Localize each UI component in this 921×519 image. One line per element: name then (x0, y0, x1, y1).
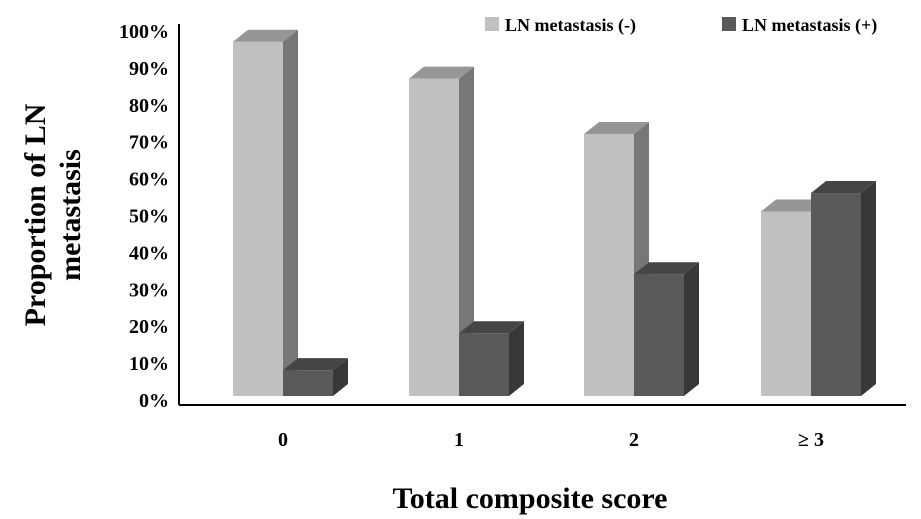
x-tick-label: 2 (629, 429, 639, 451)
y-tick-label: 70% (129, 132, 169, 154)
bar-front-face (761, 211, 811, 396)
bar (584, 122, 649, 396)
bar-top-face (811, 181, 876, 194)
x-tick-label: 1 (454, 429, 464, 451)
bar-top-face (459, 321, 524, 334)
y-tick-label: 60% (129, 169, 169, 191)
bar-front-face (409, 78, 459, 396)
legend-swatch-negative (485, 17, 499, 31)
bar-top-face (634, 262, 699, 275)
axis-layer (178, 24, 906, 406)
bar-side-face (861, 181, 876, 396)
y-axis-title-line-2: metastasis (54, 149, 87, 281)
bar (459, 321, 524, 396)
bar-top-face (283, 358, 348, 371)
bar-top-face (761, 199, 826, 212)
bar-front-face (459, 333, 509, 396)
bar-front-face (634, 274, 684, 396)
bar-top-face (233, 29, 298, 42)
y-tick-label: 40% (129, 242, 169, 264)
legend-label-positive: LN metastasis (+) (742, 15, 877, 36)
legend-label-negative: LN metastasis (-) (505, 15, 636, 36)
y-tick-label: 0% (139, 390, 169, 412)
bar-side-face (509, 321, 524, 396)
bar (283, 358, 348, 396)
y-tick-label: 90% (129, 58, 169, 80)
y-tick-label: 30% (129, 279, 169, 301)
bar-top-face (584, 122, 649, 135)
bar-top-face (409, 66, 474, 79)
bar-side-face (283, 29, 298, 396)
bar (634, 262, 699, 396)
legend: LN metastasis (-) LN metastasis (+) (485, 15, 877, 36)
bar (233, 29, 298, 396)
y-tick-label: 80% (129, 95, 169, 117)
y-axis-title: Proportion of LN metastasis (19, 103, 87, 326)
bar-front-face (584, 134, 634, 396)
y-tick-label: 100% (119, 21, 169, 43)
y-tick-label: 10% (129, 353, 169, 375)
y-tick-label: 50% (129, 206, 169, 228)
x-tick-label: 0 (278, 429, 288, 451)
bar (409, 66, 474, 396)
bar-front-face (811, 193, 861, 396)
bars-layer (233, 29, 876, 396)
bar-side-face (333, 358, 348, 396)
bar (811, 181, 876, 396)
bar-side-face (684, 262, 699, 396)
legend-swatch-positive (722, 17, 736, 31)
x-tick-label: ≥ 3 (798, 429, 824, 451)
bar-front-face (283, 370, 333, 396)
bar-front-face (233, 41, 283, 396)
y-tick-labels: 0% 10% 20% 30% 40% 50% 60% 70% 80% 90% 100% (119, 21, 169, 412)
x-tick-labels: 0 1 2 ≥ 3 (278, 429, 824, 451)
x-axis-title: Total composite score (393, 482, 668, 515)
bar-side-face (459, 66, 474, 396)
y-axis-title-line-1: Proportion of LN (19, 103, 52, 326)
y-tick-label: 20% (129, 316, 169, 338)
